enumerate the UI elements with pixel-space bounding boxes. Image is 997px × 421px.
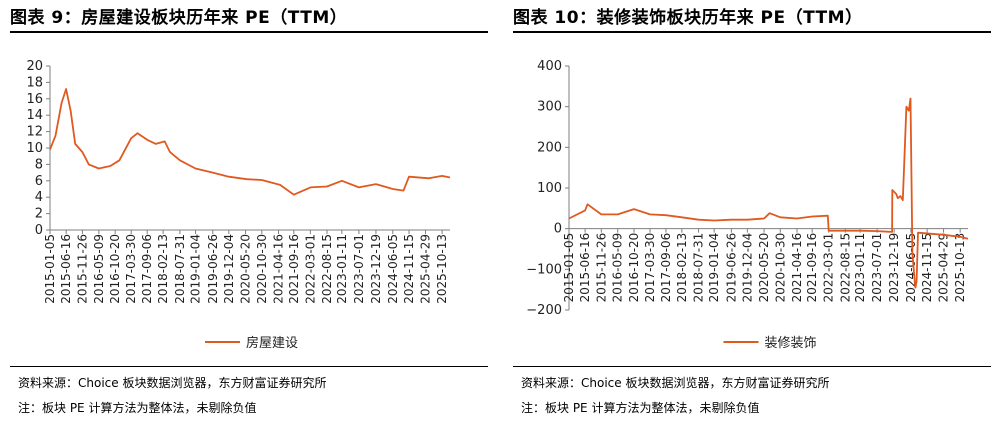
title-rule xyxy=(513,31,991,33)
x-tick-label: 2017-03-30 xyxy=(643,233,657,303)
right-chart-panel: 图表 10：装修装饰板块历年来 PE（TTM） −200 −100 0 100 200 3… xyxy=(513,0,991,421)
x-tick-label: 2019-06-26 xyxy=(206,234,220,304)
x-tick-label: 2025-04-29 xyxy=(937,233,951,303)
source-text: 资料来源：Choice 板块数据浏览器，东方财富证券研究所 xyxy=(18,376,327,390)
x-tick-label: 2018-02-13 xyxy=(675,233,689,303)
x-tick-label: 2023-01-11 xyxy=(853,233,867,303)
y-tick-label: 12 xyxy=(26,125,43,140)
x-tick-label: 2020-10-30 xyxy=(255,234,269,304)
y-tick-label: 400 xyxy=(537,59,562,74)
y-tick-label: 4 xyxy=(35,190,43,205)
x-tick-label: 2024-06-05 xyxy=(386,234,400,304)
y-tick-label: 6 xyxy=(35,174,43,189)
x-tick-label: 2019-01-04 xyxy=(189,234,203,304)
x-tick-label: 2022-08-15 xyxy=(838,233,852,303)
y-tick-label: 16 xyxy=(26,92,43,107)
x-tick-label: 2020-05-20 xyxy=(239,234,253,304)
x-tick-label: 2025-10-13 xyxy=(953,233,967,303)
x-tick-label: 2023-01-11 xyxy=(335,234,349,304)
y-tick-label: 0 xyxy=(554,222,562,237)
y-tick-label: 2 xyxy=(35,207,43,222)
x-tick-label: 2015-11-26 xyxy=(75,234,89,304)
chart-title: 图表 9：房屋建设板块历年来 PE（TTM） xyxy=(10,8,348,28)
x-tick-label: 2022-08-15 xyxy=(320,234,334,304)
x-tick-label: 2025-04-29 xyxy=(418,234,432,304)
chart-title: 图表 10：装修装饰板块历年来 PE（TTM） xyxy=(513,8,863,28)
y-tick-label: 20 xyxy=(26,59,43,74)
x-tick-label: 2019-12-04 xyxy=(222,234,236,304)
x-tick-label: 2015-11-26 xyxy=(594,233,608,303)
y-tick-label: 100 xyxy=(537,181,562,196)
y-tick-label: 10 xyxy=(26,141,43,156)
x-tick-label: 2025-10-13 xyxy=(435,234,449,304)
x-tick-label: 2020-05-20 xyxy=(757,233,771,303)
y-tick-label: 300 xyxy=(537,100,562,115)
x-tick-label: 2016-05-09 xyxy=(92,234,106,304)
y-tick-label: 0 xyxy=(35,223,43,238)
note-text: 注：板块 PE 计算方法为整体法，未剔除负值 xyxy=(18,401,257,415)
source-rule xyxy=(10,366,488,367)
x-tick-label: 2021-09-16 xyxy=(287,234,301,304)
x-tick-label: 2023-12-19 xyxy=(887,233,901,303)
pe-line-chart-decoration: −200 −100 0 100 200 300 400 2015-01-05 2015-06-1… xyxy=(526,59,969,351)
x-tick-label: 2023-07-01 xyxy=(352,234,366,304)
x-tick-label: 2024-11-15 xyxy=(402,234,416,304)
source-text: 资料来源：Choice 板块数据浏览器，东方财富证券研究所 xyxy=(521,376,830,390)
x-tick-label: 2019-06-26 xyxy=(724,233,738,303)
legend-label: 装修装饰 xyxy=(765,336,817,351)
y-tick-label: 14 xyxy=(26,108,43,123)
x-tick-label: 2023-07-01 xyxy=(870,233,884,303)
x-tick-label: 2022-03-01 xyxy=(822,233,836,303)
x-tick-label: 2024-11-15 xyxy=(920,233,934,303)
x-tick-label: 2017-09-06 xyxy=(140,234,154,304)
note-text: 注：板块 PE 计算方法为整体法，未剔除负值 xyxy=(521,401,760,415)
y-tick-label: −100 xyxy=(526,262,562,277)
x-tick-label: 2019-01-04 xyxy=(707,233,721,303)
y-tick-label: −200 xyxy=(526,303,562,318)
x-tick-label: 2017-03-30 xyxy=(124,234,138,304)
x-tick-label: 2021-09-16 xyxy=(805,233,819,303)
x-tick-label: 2015-06-16 xyxy=(59,234,73,304)
x-tick-label: 2016-05-09 xyxy=(611,233,625,303)
left-chart-panel: 图表 9：房屋建设板块历年来 PE（TTM） 0 2 4 6 8 10 12 14 16 18 20… xyxy=(10,0,488,421)
x-tick-label: 2017-09-06 xyxy=(659,233,673,303)
x-tick-label: 2020-10-30 xyxy=(773,233,787,303)
y-tick-label: 200 xyxy=(537,140,562,155)
title-rule xyxy=(10,31,488,33)
source-rule xyxy=(513,366,991,367)
y-tick-label: 18 xyxy=(26,75,43,90)
x-tick-label: 2021-04-16 xyxy=(272,234,286,304)
x-tick-label: 2015-01-05 xyxy=(562,233,576,303)
x-tick-label: 2021-04-16 xyxy=(790,233,804,303)
legend-label: 房屋建设 xyxy=(246,335,298,351)
x-tick-label: 2016-10-20 xyxy=(108,234,122,304)
x-tick-label: 2016-10-20 xyxy=(627,233,641,303)
series-line xyxy=(568,97,969,289)
x-tick-label: 2023-12-19 xyxy=(369,234,383,304)
x-tick-label: 2015-01-05 xyxy=(43,234,57,304)
x-tick-label: 2018-07-31 xyxy=(692,233,706,303)
x-tick-label: 2024-06-05 xyxy=(904,233,918,303)
x-tick-label: 2018-02-13 xyxy=(156,234,170,304)
y-tick-label: 8 xyxy=(35,157,43,172)
x-tick-label: 2015-06-16 xyxy=(578,233,592,303)
x-tick-label: 2022-03-01 xyxy=(303,234,317,304)
series-line xyxy=(49,88,451,196)
x-tick-label: 2019-12-04 xyxy=(740,233,754,303)
x-tick-label: 2018-07-31 xyxy=(173,234,187,304)
